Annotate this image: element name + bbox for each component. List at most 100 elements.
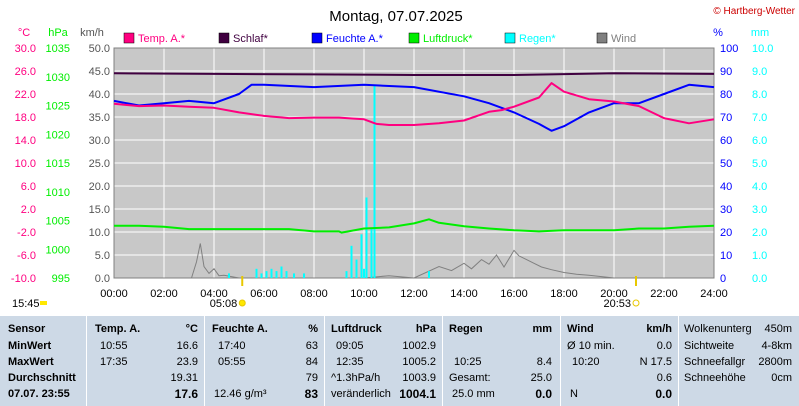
x-tick-label: 14:00 xyxy=(450,288,478,300)
rain-bar xyxy=(260,273,263,278)
rain-tick-label: 0.0 xyxy=(752,273,767,285)
temp-axis-unit: °C xyxy=(18,27,30,39)
humidity-absolute: 12.46 g/m³ xyxy=(214,388,267,400)
rain-bar xyxy=(370,227,373,278)
x-tick-label: 16:00 xyxy=(500,288,528,300)
x-tick-label: 12:00 xyxy=(400,288,428,300)
temp-min-time: 10:55 xyxy=(100,340,128,352)
humidity-current: 83 xyxy=(304,387,318,401)
humidity-tick-label: 0 xyxy=(720,273,726,285)
legend-swatch xyxy=(504,32,516,44)
temp-max-time: 17:35 xyxy=(100,356,128,368)
rain-max: 8.4 xyxy=(536,356,552,368)
rain-tick-label: 6.0 xyxy=(752,135,767,147)
luftdruck-series-line xyxy=(114,218,715,234)
pressure-trend: ^1.3hPa/h xyxy=(331,372,381,384)
wind-series-line xyxy=(114,243,714,279)
extra-value-1: 4-8km xyxy=(761,340,792,352)
pressure-tick-label: 1015 xyxy=(46,158,70,170)
rain-bar xyxy=(293,273,295,278)
temp-tick-label: 2.0 xyxy=(21,204,36,216)
humidity-tick-label: 10 xyxy=(720,250,732,262)
x-tick-label: 18:00 xyxy=(550,288,578,300)
wind-avg-label: Ø 10 min. xyxy=(567,340,615,352)
schlaf-series-line xyxy=(113,72,715,76)
humidity-max-time: 05:55 xyxy=(218,356,246,368)
pressure-current: 1004.1 xyxy=(399,387,436,401)
rain-bar xyxy=(365,197,368,278)
rain-tick-label: 10.0 xyxy=(752,43,773,55)
pressure-tick-label: 1025 xyxy=(46,101,70,113)
rain-bar xyxy=(360,234,363,278)
stats-panel: Sensor MinWert MaxWert Durchschnitt 07.0… xyxy=(0,316,799,406)
time-label: 15:45 xyxy=(12,298,40,310)
wind-tick-label: 30.0 xyxy=(89,135,110,147)
wind-header: Wind xyxy=(567,323,594,335)
rain-bar xyxy=(428,271,430,278)
rain-tick-label: 2.0 xyxy=(752,227,767,239)
pressure-axis-unit: hPa xyxy=(48,27,68,39)
temp-tick-label: -2.0 xyxy=(17,227,36,239)
temp-a-series-line xyxy=(113,82,715,126)
rain-bar xyxy=(280,266,283,278)
extra-label-2: Schneefallgr xyxy=(684,356,746,368)
x-tick-label: 00:00 xyxy=(100,288,128,300)
pressure-tick-label: 1010 xyxy=(46,187,70,199)
legend-label: Temp. A.* xyxy=(138,33,186,45)
grid xyxy=(113,47,715,279)
humidity-tick-label: 50 xyxy=(720,158,732,170)
rain-max-time: 10:25 xyxy=(454,356,482,368)
row-label-current: 07.07. 23:55 xyxy=(8,388,70,400)
legend-swatch xyxy=(123,32,135,44)
humidity-avg: 79 xyxy=(305,372,318,384)
axes: °C 30.0 26.0 22.0 18.0 14.0 10.0 6.0 2.0 -2.0 -6.0… xyxy=(11,27,774,300)
legend-label: Feuchte A.* xyxy=(326,33,384,45)
legend-swatch xyxy=(311,32,323,44)
pressure-tick-label: 1005 xyxy=(46,216,70,228)
temp-tick-label: 26.0 xyxy=(15,66,36,78)
temp-avg: 19.31 xyxy=(170,372,198,384)
sun-markers: 05:08 20:53 15:45 xyxy=(12,276,640,310)
legend-label: Regen* xyxy=(519,33,556,45)
rain-bar xyxy=(363,268,365,278)
sensor-header: Sensor xyxy=(8,323,46,335)
temp-max: 23.9 xyxy=(176,356,198,368)
rain-tick-label: 8.0 xyxy=(752,89,767,101)
wind-tick-label: 50.0 xyxy=(89,43,110,55)
temp-tick-label: 18.0 xyxy=(15,112,36,124)
rain-header: Regen xyxy=(449,323,483,335)
temp-unit: °C xyxy=(185,323,198,335)
wind-current: 0.0 xyxy=(655,387,672,401)
sunset-label: 20:53 xyxy=(603,298,631,310)
pressure-max: 1005.2 xyxy=(402,356,436,368)
sun-position-icon xyxy=(40,301,47,305)
temp-header: Temp. A. xyxy=(95,323,141,335)
rain-unit: mm xyxy=(532,323,552,335)
temp-tick-label: -10.0 xyxy=(11,273,36,285)
x-tick-label: 06:00 xyxy=(250,288,278,300)
humidity-tick-label: 80 xyxy=(720,89,732,101)
humidity-axis-unit: % xyxy=(713,27,723,39)
pressure-tick-label: 995 xyxy=(52,273,70,285)
wind-max: N 17.5 xyxy=(639,356,672,368)
rain-bar xyxy=(373,84,376,278)
rain-tick-label: 7.0 xyxy=(752,112,767,124)
legend-label: Wind xyxy=(611,33,636,45)
x-tick-label: 22:00 xyxy=(650,288,678,300)
legend-label: Luftdruck* xyxy=(423,33,473,45)
rain-tick-label: 1.0 xyxy=(752,250,767,262)
x-tick-label: 04:00 xyxy=(200,288,228,300)
wind-tick-label: 20.0 xyxy=(89,181,110,193)
rain-bar xyxy=(303,273,305,278)
pressure-tick-label: 1000 xyxy=(46,244,70,256)
rain-bar xyxy=(350,245,353,278)
pressure-avg: 1003.9 xyxy=(402,372,436,384)
legend-swatch xyxy=(408,32,420,44)
rain-sum: 25.0 mm xyxy=(452,388,495,400)
rain-total-label: Gesamt: xyxy=(449,372,491,384)
humidity-unit: % xyxy=(308,323,318,335)
extra-value-3: 0cm xyxy=(771,372,792,384)
humidity-min: 63 xyxy=(305,340,318,352)
sunrise-label: 05:08 xyxy=(210,298,238,310)
legend: Temp. A.* Schlaf* Feuchte A.* Luftdruck* Reg… xyxy=(123,32,636,45)
